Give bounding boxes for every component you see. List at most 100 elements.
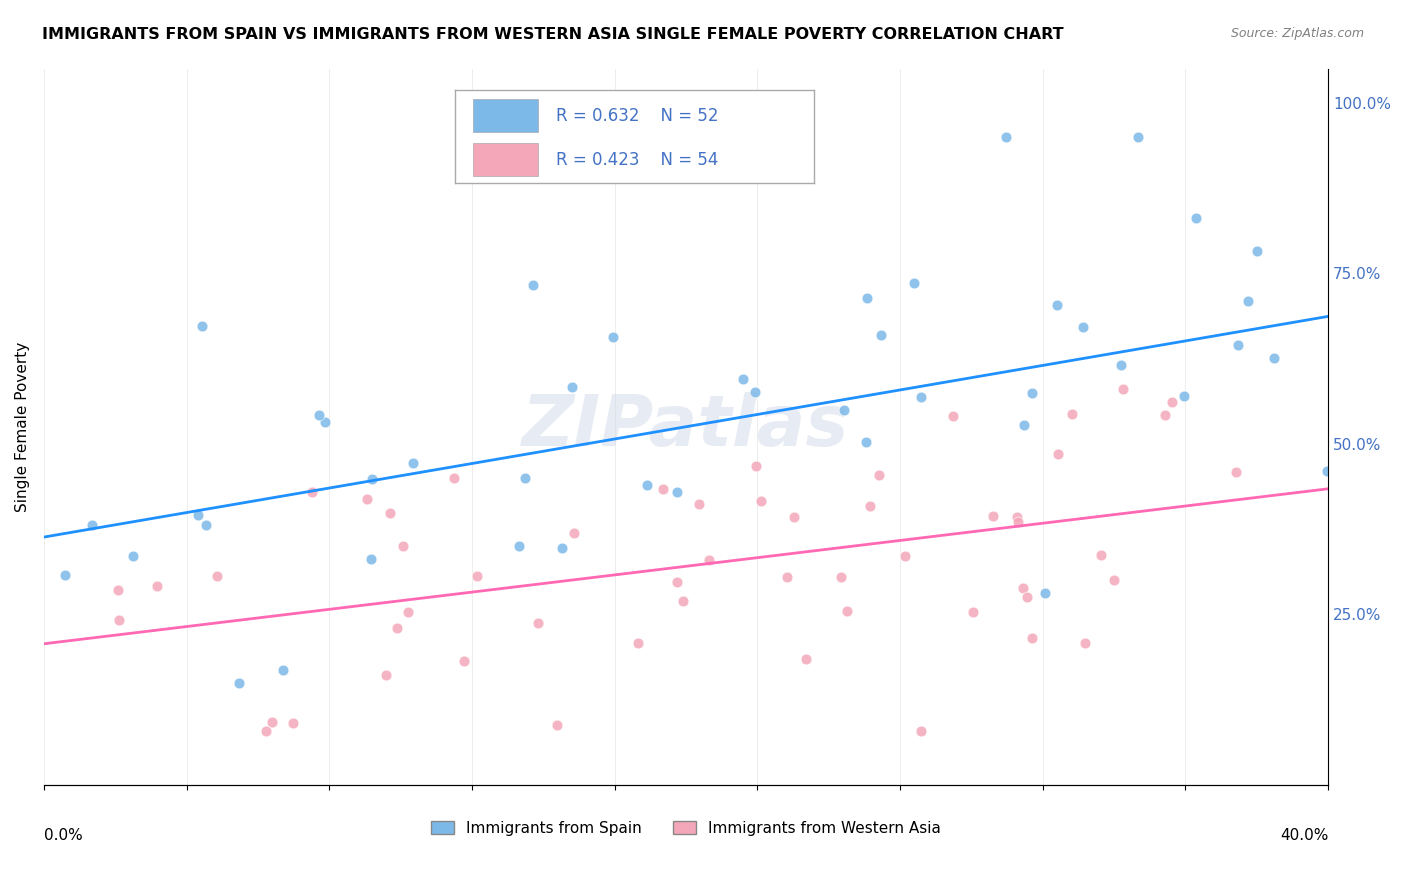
Point xyxy=(1073,319,1095,334)
Y-axis label: Single Female Poverty: Single Female Poverty xyxy=(15,342,30,512)
Point xyxy=(1021,631,1043,645)
Point xyxy=(1021,386,1043,401)
Text: Source: ZipAtlas.com: Source: ZipAtlas.com xyxy=(1230,27,1364,40)
Point xyxy=(832,403,855,417)
Point xyxy=(392,539,415,553)
Point xyxy=(830,569,852,583)
Point xyxy=(1012,417,1035,432)
Point xyxy=(1062,407,1084,421)
Point xyxy=(526,616,548,631)
Point xyxy=(515,471,537,485)
Point xyxy=(187,508,209,522)
Text: ZIPatlas: ZIPatlas xyxy=(522,392,849,461)
Point xyxy=(665,574,688,589)
Point xyxy=(859,500,882,514)
Point xyxy=(894,549,917,564)
Point xyxy=(1327,326,1350,341)
Point xyxy=(1246,244,1268,258)
Point xyxy=(561,379,583,393)
Legend: Immigrants from Spain, Immigrants from Western Asia: Immigrants from Spain, Immigrants from W… xyxy=(425,814,946,842)
Point xyxy=(856,292,879,306)
Point xyxy=(903,276,925,290)
Point xyxy=(195,518,218,533)
Point xyxy=(228,675,250,690)
Point xyxy=(1353,320,1375,334)
Point xyxy=(1046,298,1069,312)
Point xyxy=(1339,259,1361,273)
Point xyxy=(378,506,401,520)
Point xyxy=(80,517,103,532)
Point xyxy=(1316,464,1339,478)
Point xyxy=(465,569,488,583)
Point xyxy=(308,408,330,422)
Point xyxy=(361,472,384,486)
Point xyxy=(314,415,336,429)
Point xyxy=(835,604,858,618)
Point xyxy=(1128,129,1150,144)
Point xyxy=(751,494,773,508)
Point xyxy=(385,621,408,635)
Point xyxy=(271,663,294,677)
Point xyxy=(1035,586,1057,600)
Point xyxy=(1046,447,1069,461)
Text: 0.0%: 0.0% xyxy=(44,828,83,843)
Point xyxy=(1184,211,1206,226)
Point xyxy=(301,484,323,499)
Point xyxy=(636,478,658,492)
Point xyxy=(775,570,797,584)
Point xyxy=(983,508,1005,523)
Point xyxy=(360,552,382,566)
Point xyxy=(1104,573,1126,587)
Point xyxy=(281,716,304,731)
Point xyxy=(1015,591,1038,605)
Text: 40.0%: 40.0% xyxy=(1279,828,1329,843)
Point xyxy=(190,318,212,333)
Point xyxy=(146,579,169,593)
Point xyxy=(868,467,890,482)
Point xyxy=(651,483,673,497)
Point xyxy=(783,509,806,524)
Point xyxy=(1161,395,1184,409)
Point xyxy=(1236,294,1258,309)
Point xyxy=(562,526,585,541)
Point xyxy=(1263,351,1285,365)
Point xyxy=(1007,515,1029,529)
Point xyxy=(672,593,695,607)
Point xyxy=(453,654,475,668)
Point xyxy=(1173,389,1195,403)
Point xyxy=(942,409,965,424)
Point xyxy=(602,329,624,343)
Point xyxy=(1154,408,1177,422)
Point xyxy=(508,539,530,553)
Point xyxy=(994,129,1017,144)
Point xyxy=(745,459,768,474)
Point xyxy=(910,391,932,405)
Point xyxy=(396,605,419,619)
Point xyxy=(551,541,574,556)
Point xyxy=(356,492,378,507)
Point xyxy=(794,652,817,666)
Point xyxy=(546,718,568,732)
Point xyxy=(744,384,766,399)
Point xyxy=(522,278,544,293)
Point xyxy=(1227,337,1250,351)
Point xyxy=(1073,636,1095,650)
Point xyxy=(855,434,877,449)
Point xyxy=(688,497,710,511)
Point xyxy=(627,636,650,650)
Point xyxy=(1090,548,1112,562)
Point xyxy=(262,715,284,730)
Point xyxy=(443,471,465,485)
Point xyxy=(1109,359,1132,373)
Point xyxy=(666,484,689,499)
Point xyxy=(1011,582,1033,596)
Point xyxy=(375,667,398,681)
Point xyxy=(254,723,277,738)
Point xyxy=(55,567,77,582)
Point xyxy=(731,372,754,386)
Point xyxy=(1005,510,1028,524)
Point xyxy=(122,549,145,564)
Point xyxy=(1112,382,1135,396)
Point xyxy=(205,569,228,583)
Point xyxy=(402,456,425,470)
